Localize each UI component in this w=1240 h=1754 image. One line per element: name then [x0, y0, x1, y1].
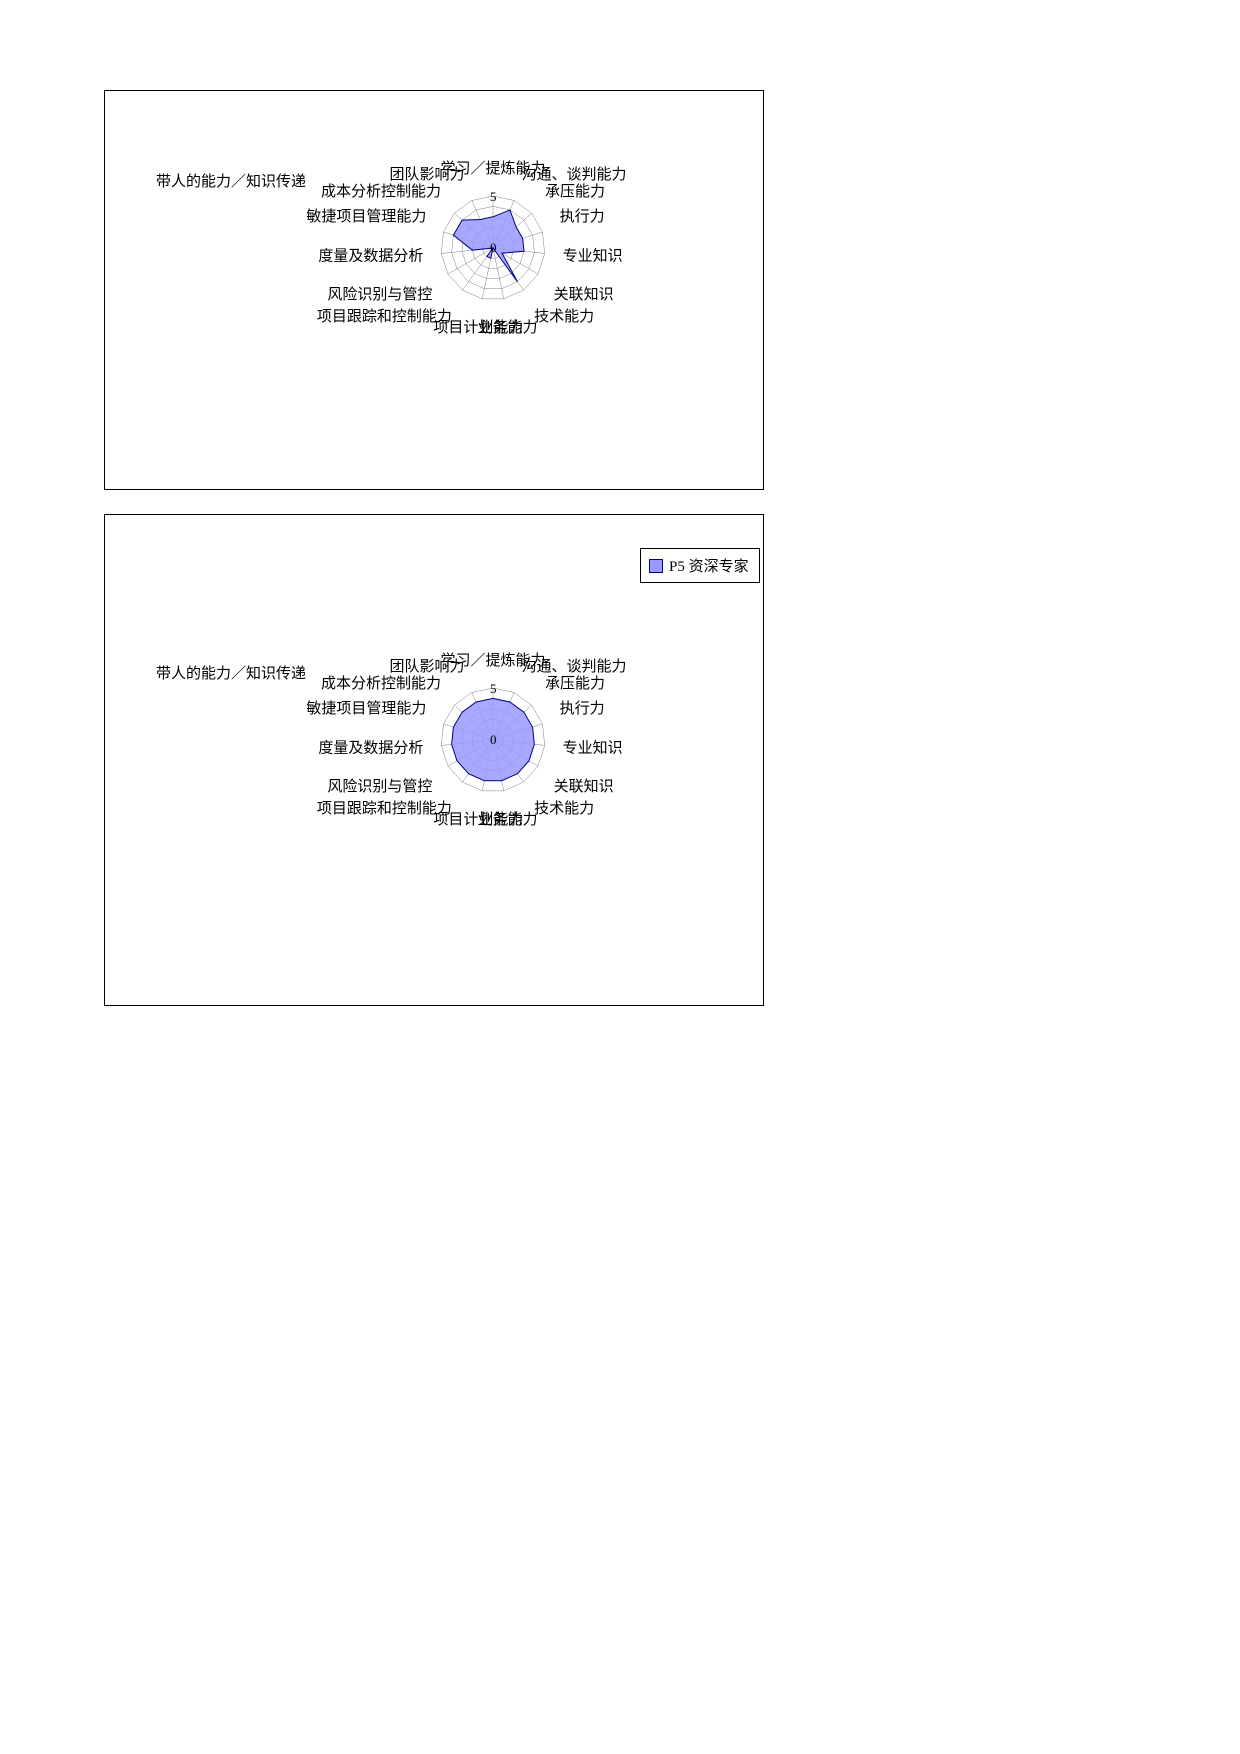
page-root: 带人的能力／知识传递 0 5 学习／提炼能力沟通、谈判能力承压能力执行力专业知识… [0, 0, 1240, 1754]
axis-label: 专业知识 [563, 737, 623, 758]
legend-swatch-icon [649, 559, 663, 573]
axis-label: 风险识别与管控 [327, 775, 432, 796]
axis-label: 度量及数据分析 [318, 737, 423, 758]
axis-label: 关联知识 [554, 775, 614, 796]
legend-p5: P5 资深专家 [640, 548, 760, 583]
axis-label: 关联知识 [554, 283, 614, 304]
tick-0-bottom: 0 [490, 732, 497, 748]
panel-bottom [104, 514, 764, 1006]
axis-label: 专业知识 [563, 245, 623, 266]
axis-label: 项目跟踪和控制能力 [317, 797, 452, 818]
axis-label: 敏捷项目管理能力 [306, 697, 426, 718]
tick-0-top: 0 [490, 240, 497, 256]
axis-label: 项目跟踪和控制能力 [317, 305, 452, 326]
tick-5-bottom: 5 [490, 681, 497, 697]
axis-label: 技术能力 [534, 797, 594, 818]
axis-label: 技术能力 [534, 305, 594, 326]
isolated-label-bottom: 带人的能力／知识传递 [156, 662, 306, 683]
axis-label: 承压能力 [545, 672, 605, 693]
axis-label: 风险识别与管控 [327, 283, 432, 304]
isolated-label-top: 带人的能力／知识传递 [156, 170, 306, 191]
legend-label: P5 资深专家 [669, 555, 749, 576]
axis-label: 团队影响力 [390, 163, 465, 184]
axis-label: 敏捷项目管理能力 [306, 205, 426, 226]
axis-label: 执行力 [560, 205, 605, 226]
axis-label: 团队影响力 [390, 655, 465, 676]
axis-label: 度量及数据分析 [318, 245, 423, 266]
tick-5-top: 5 [490, 189, 497, 205]
axis-label: 承压能力 [545, 180, 605, 201]
axis-label: 执行力 [560, 697, 605, 718]
panel-top [104, 90, 764, 490]
